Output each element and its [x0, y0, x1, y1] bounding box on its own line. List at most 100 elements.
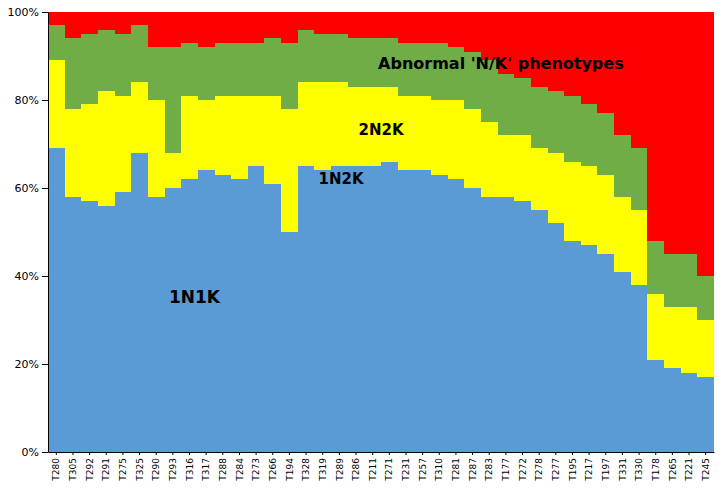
x-tick-label: T194 — [285, 458, 295, 482]
bar-segment — [398, 170, 415, 452]
x-tick-mark — [605, 452, 606, 455]
series — [48, 12, 714, 276]
annotation: Abnormal 'N/K' phenotypes — [378, 54, 624, 73]
x-tick-mark — [189, 452, 190, 455]
bar-segment — [264, 184, 281, 452]
x-tick-label: T178 — [651, 458, 661, 482]
x-tick: T283 — [484, 452, 494, 482]
x-tick: T221 — [684, 452, 694, 482]
x-tick: T278 — [534, 452, 544, 482]
x-tick-mark — [339, 452, 340, 455]
bar-segment — [81, 34, 98, 104]
x-tick-mark — [239, 452, 240, 455]
bar-segment — [131, 82, 148, 152]
x-tick-mark — [89, 452, 90, 455]
bar-segment — [398, 12, 415, 43]
bar-segment — [464, 109, 481, 188]
bar-segment — [331, 166, 348, 452]
bar-segment — [697, 12, 714, 276]
x-tick-label: T310 — [434, 458, 444, 482]
bar-segment — [98, 91, 115, 205]
bar-segment — [148, 47, 165, 100]
x-tick-label: T291 — [101, 458, 111, 482]
x-tick-label: T288 — [218, 458, 228, 482]
bar-segment — [664, 254, 681, 307]
bar-segment — [664, 12, 681, 254]
bar-segment — [564, 241, 581, 452]
bar-segment — [165, 188, 182, 452]
x-tick-mark — [572, 452, 573, 455]
y-axis: 0%20%40%60%80%100% — [8, 6, 49, 459]
x-tick-label: T266 — [268, 458, 278, 482]
bar-segment — [314, 12, 331, 34]
bar-segment — [647, 360, 664, 452]
x-tick-label: T286 — [351, 458, 361, 482]
bar-segment — [248, 12, 265, 43]
bar-segment — [115, 12, 132, 34]
bar-segment — [231, 179, 248, 452]
x-tick-mark — [472, 452, 473, 455]
bar-segment — [564, 96, 581, 162]
x-tick-mark — [289, 452, 290, 455]
bar-segment — [198, 12, 215, 47]
bar-segment — [464, 188, 481, 452]
x-tick: T291 — [101, 452, 111, 482]
annotation: 1N1K — [169, 287, 221, 307]
x-tick-mark — [489, 452, 490, 455]
x-tick: T273 — [251, 452, 261, 482]
bar-segment — [165, 12, 182, 47]
bar-segment — [231, 12, 248, 43]
x-tick: T197 — [601, 452, 611, 482]
bar-segment — [414, 96, 431, 171]
bar-segment — [215, 96, 232, 175]
bars — [48, 12, 714, 452]
bar-segment — [264, 38, 281, 95]
x-tick-mark — [139, 452, 140, 455]
bar-segment — [597, 254, 614, 452]
bar-segment — [98, 12, 115, 30]
y-tick-mark — [42, 188, 48, 189]
bar-segment — [165, 47, 182, 153]
bar-segment — [498, 135, 515, 197]
bar-segment — [198, 100, 215, 170]
y-axis-line — [48, 13, 49, 453]
x-tick-mark — [505, 452, 506, 455]
x-tick-label: T283 — [484, 458, 494, 482]
bar-segment — [81, 104, 98, 201]
bar-segment — [514, 135, 531, 201]
annotation: 1N2K — [319, 170, 365, 188]
bar-segment — [298, 12, 315, 30]
x-tick: T293 — [168, 452, 178, 482]
bar-segment — [248, 96, 265, 166]
bar-segment — [281, 109, 298, 232]
x-tick-label: T271 — [384, 458, 394, 482]
x-tick-label: T217 — [584, 458, 594, 482]
x-tick-mark — [555, 452, 556, 455]
x-tick-label: T289 — [335, 458, 345, 482]
x-axis-line — [49, 452, 715, 453]
x-tick: T272 — [518, 452, 528, 482]
bar-segment — [431, 175, 448, 452]
x-tick: T290 — [151, 452, 161, 482]
x-tick-mark — [405, 452, 406, 455]
x-tick: T266 — [268, 452, 278, 482]
bar-segment — [681, 254, 698, 307]
y-tick-label: 100% — [8, 6, 39, 19]
x-tick-label: T292 — [85, 458, 95, 482]
bar-segment — [264, 96, 281, 184]
bar-segment — [514, 201, 531, 452]
bar-segment — [98, 206, 115, 452]
x-tick: T265 — [668, 452, 678, 482]
bar-segment — [414, 12, 431, 43]
bar-segment — [697, 276, 714, 320]
y-tick-mark — [42, 100, 48, 101]
bar-segment — [548, 12, 565, 91]
bar-segment — [65, 197, 82, 452]
x-tick-label: T281 — [451, 458, 461, 482]
bar-segment — [531, 12, 548, 87]
bar-segment — [115, 34, 132, 96]
x-tick: T281 — [451, 452, 461, 482]
x-axis: T280T305T292T291T275T325T290T293T316T317… — [49, 452, 715, 482]
x-tick: T328 — [301, 452, 311, 482]
bar-segment — [298, 30, 315, 83]
